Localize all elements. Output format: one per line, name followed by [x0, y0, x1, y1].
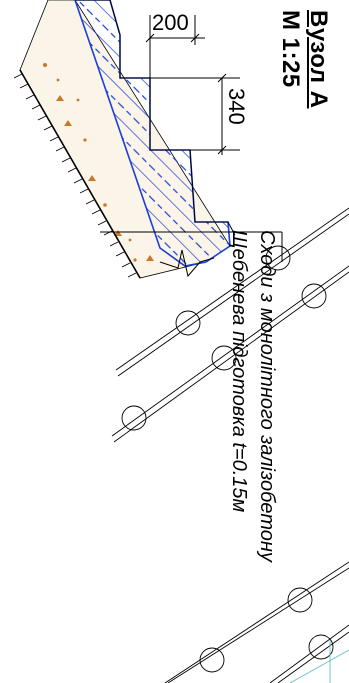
grid-lines — [289, 640, 349, 683]
ground-hatch — [13, 69, 141, 279]
annotation-concrete: Сходи з монолітного залізобетону — [256, 230, 278, 562]
node-title: Вузол А — [305, 10, 332, 109]
annotation-gravel: Щебенева підготовка t=0.15м — [228, 230, 250, 513]
gravel-dots — [43, 63, 154, 262]
dimension-width: 200 — [152, 10, 189, 35]
rail-circles — [121, 245, 334, 673]
break-line-bottom — [159, 249, 215, 278]
stair-outline — [109, 0, 236, 236]
scale-label: М 1:25 — [277, 10, 304, 88]
dimension-lines — [145, 15, 240, 155]
diagonal-rails — [111, 207, 349, 683]
dimension-height: 340 — [224, 88, 249, 125]
drawing-title: Вузол А М 1:25 — [277, 10, 332, 109]
annotation-notes: Сходи з монолітного залізобетону Щебенев… — [227, 230, 278, 562]
